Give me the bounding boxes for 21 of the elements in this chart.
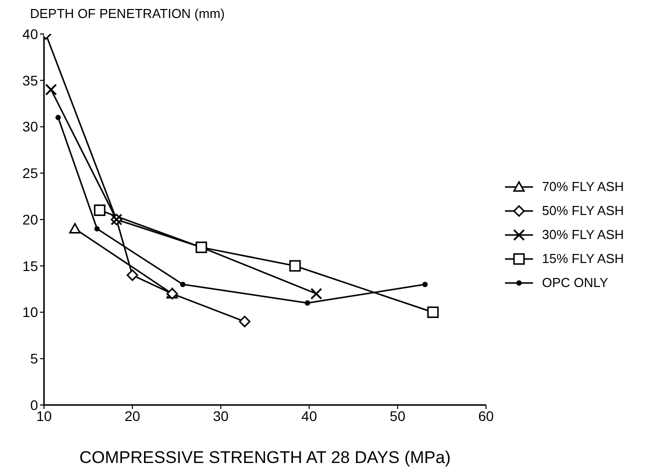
y-tick-label: 30 — [22, 118, 38, 135]
y-tick-label: 5 — [30, 350, 38, 367]
x-tick-label: 60 — [478, 408, 494, 424]
y-tick-label: 10 — [22, 304, 38, 320]
y-tick-label: 25 — [22, 165, 38, 182]
x-tick-label: 40 — [301, 408, 318, 424]
y-tick-label: 0 — [30, 396, 38, 413]
y-tick-label: 20 — [22, 211, 38, 228]
legend-label: 50% FLY ASH — [542, 203, 624, 218]
legend-label: 30% FLY ASH — [542, 227, 624, 242]
x-axis-title: COMPRESSIVE STRENGTH AT 28 DAYS (MPa) — [79, 448, 451, 467]
legend-label: 70% FLY ASH — [542, 179, 624, 194]
y-tick-label: 40 — [22, 26, 38, 42]
y-axis-title: DEPTH OF PENETRATION (mm) — [30, 6, 225, 21]
x-tick-label: 20 — [124, 408, 140, 424]
y-tick-label: 35 — [22, 72, 38, 88]
y-tick-label: 15 — [22, 258, 38, 274]
x-tick-label: 50 — [390, 408, 406, 424]
legend-label: OPC ONLY — [542, 275, 608, 290]
x-tick-label: 30 — [213, 408, 229, 424]
legend-label: 15% FLY ASH — [542, 251, 624, 266]
